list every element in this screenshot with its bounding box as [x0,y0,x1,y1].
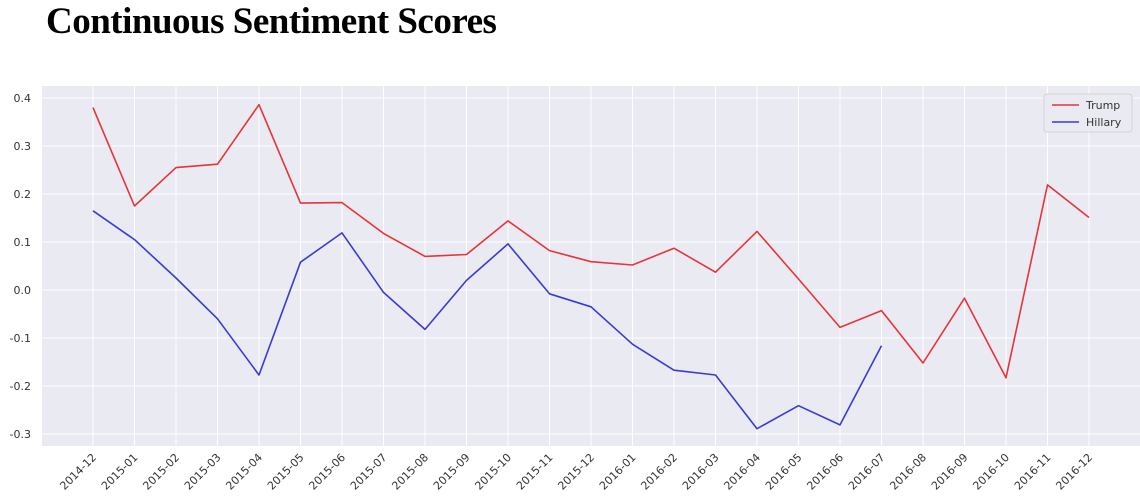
x-tick-label: 2016-12 [1053,451,1095,493]
y-tick-label: -0.2 [10,380,31,393]
y-axis-ticks: 0.4 0.3 0.2 0.1 0.0 -0.1 -0.2 -0.3 [10,92,31,441]
x-tick-label: 2015-07 [348,451,390,493]
y-tick-label: -0.1 [10,332,31,345]
x-tick-label: 2015-01 [99,451,141,493]
x-tick-label: 2015-02 [140,451,182,493]
x-tick-label: 2016-03 [680,451,722,493]
x-tick-label: 2015-10 [472,451,514,493]
x-tick-label: 2015-03 [182,451,224,493]
y-tick-label: 0.2 [14,188,32,201]
x-tick-label: 2015-08 [389,451,431,493]
series-line-trump [92,103,1090,379]
y-tick-label: 0.0 [14,284,32,297]
y-tick-label: -0.3 [10,428,31,441]
series-line-hillary [92,210,883,430]
x-tick-label: 2014-12 [57,451,99,493]
x-tick-label: 2016-09 [929,451,971,493]
y-tick-label: 0.3 [14,140,32,153]
x-tick-label: 2016-04 [721,451,763,493]
x-tick-label: 2016-10 [970,451,1012,493]
x-tick-label: 2015-04 [223,451,265,493]
y-tick-label: 0.4 [14,92,32,105]
x-tick-label: 2015-05 [265,451,307,493]
x-tick-label: 2016-08 [887,451,929,493]
x-tick-label: 2016-02 [638,451,680,493]
x-tick-label: 2016-07 [846,451,888,493]
x-tick-label: 2015-11 [514,451,556,493]
x-axis-ticks: 2014-12 2015-01 2015-02 2015-03 2015-04 2015-… [57,451,1095,493]
x-tick-label: 2015-06 [306,451,348,493]
y-tick-label: 0.1 [14,236,32,249]
chart-title: Continuous Sentiment Scores [46,1,497,42]
x-tick-label: 2016-11 [1012,451,1054,493]
legend-label-trump: Trump [1085,99,1120,112]
x-tick-label: 2016-06 [804,451,846,493]
grid-lines [42,86,1140,446]
x-tick-label: 2015-09 [431,451,473,493]
x-tick-label: 2016-01 [597,451,639,493]
series-lines [92,103,1090,430]
x-tick-label: 2016-05 [763,451,805,493]
x-tick-label: 2015-12 [555,451,597,493]
legend: Trump Hillary [1043,93,1133,133]
legend-label-hillary: Hillary [1086,116,1122,129]
